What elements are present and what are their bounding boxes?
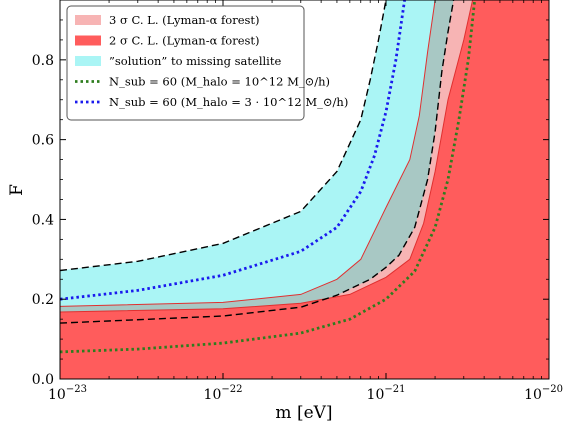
legend: 3 σ C. L. (Lyman-α forest) 2 σ C. L. (Lym… — [66, 5, 348, 121]
legend-swatch-cl3 — [75, 15, 101, 25]
n60-green-line — [60, 0, 477, 354]
legend-swatch-cl2 — [75, 35, 101, 46]
y-tick-label: 0.4 — [32, 212, 54, 228]
x-axis-label: m [eV] — [275, 403, 332, 423]
data-lines — [60, 0, 477, 354]
solution-lower-boundary — [60, 0, 455, 324]
plot-frame — [59, 0, 550, 380]
cl2-boundary — [60, 0, 474, 313]
x-tick-label: 10−22 — [204, 384, 243, 403]
solution-band — [60, 0, 454, 324]
legend-box — [66, 5, 305, 121]
legend-label-cl3: 3 σ C. L. (Lyman-α forest) — [109, 13, 260, 27]
y-tick-label: 0.6 — [32, 133, 54, 149]
solution-upper-boundary — [60, 0, 387, 272]
cl2-region — [60, 0, 549, 379]
x-tick-label: 10−21 — [367, 384, 406, 403]
y-axis-label: F — [7, 184, 27, 196]
legend-label-n60_blue: N_sub = 60 (M_halo = 3 · 10^12 M_⊙/h) — [109, 95, 348, 109]
plot-area — [60, 0, 549, 379]
y-tick-label: 0.8 — [32, 53, 54, 69]
n60-blue-line — [60, 0, 406, 301]
y-tick-label: 0.0 — [32, 372, 54, 388]
axis-ticks: 10−23 10−22 10−21 10−20 0.0 0.2 0.4 0.6 0.8 — [32, 0, 563, 403]
x-tick-label: 10−20 — [524, 384, 563, 403]
legend-label-solution: ”solution” to missing satellite — [109, 54, 281, 68]
legend-label-cl2: 2 σ C. L. (Lyman-α forest) — [109, 34, 260, 48]
legend-label-n60_green: N_sub = 60 (M_halo = 10^12 M_⊙/h) — [109, 75, 330, 89]
cl3-boundary — [60, 0, 436, 307]
x-tick-label: 10−23 — [48, 384, 87, 403]
legend-swatch-solution — [75, 56, 101, 66]
y-tick-label: 0.2 — [32, 292, 54, 308]
